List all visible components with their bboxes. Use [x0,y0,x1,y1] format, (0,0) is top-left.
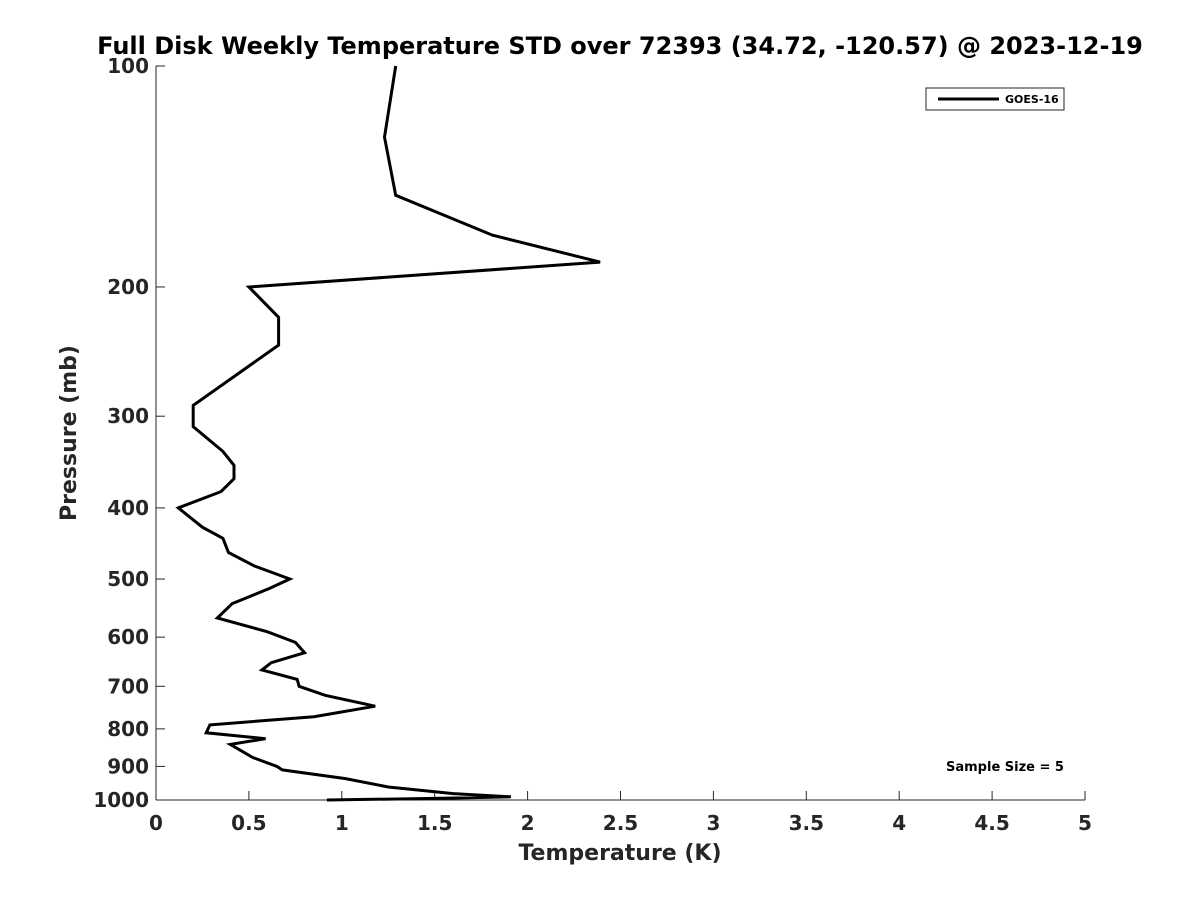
x-tick-label: 2.5 [603,811,638,835]
series-layer [175,65,601,802]
y-tick-label: 900 [107,754,149,778]
x-tick-label: 4.5 [974,811,1009,835]
x-tick-label: 0.5 [231,811,266,835]
x-tick-label: 1.5 [417,811,452,835]
x-tick-label: 3.5 [789,811,824,835]
y-tick-label: 300 [107,404,149,428]
x-tick-label: 0 [149,811,163,835]
x-axis-label: Temperature (K) [518,841,721,866]
y-tick-label: 500 [107,567,149,591]
y-tick-label: 700 [107,674,149,698]
x-tick-label: 1 [335,811,349,835]
chart-title: Full Disk Weekly Temperature STD over 72… [97,32,1143,60]
y-tick-label: 200 [107,275,149,299]
x-tick-label: 4 [892,811,906,835]
plot-area [155,66,1085,801]
x-tick-label: 2 [521,811,535,835]
y-tick-label: 1000 [93,788,149,812]
legend: GOES-16 [925,87,1065,111]
series-line-goes-16 [175,65,601,802]
y-tick-label: 600 [107,625,149,649]
y-tick-label: 400 [107,496,149,520]
x-ticks: 0 0.5 1 1.5 2 2.5 3 3.5 4 4.5 5 [149,791,1092,835]
x-tick-label: 3 [706,811,720,835]
sample-size-annotation: Sample Size = 5 [946,760,1064,775]
y-axis-label: Pressure (mb) [57,345,82,521]
y-ticks: 100 200 300 400 500 600 700 800 900 1000 [93,54,165,812]
y-tick-label: 100 [107,54,149,78]
x-tick-label: 5 [1078,811,1092,835]
y-tick-label: 800 [107,717,149,741]
legend-entry-label: GOES-16 [1005,93,1059,106]
